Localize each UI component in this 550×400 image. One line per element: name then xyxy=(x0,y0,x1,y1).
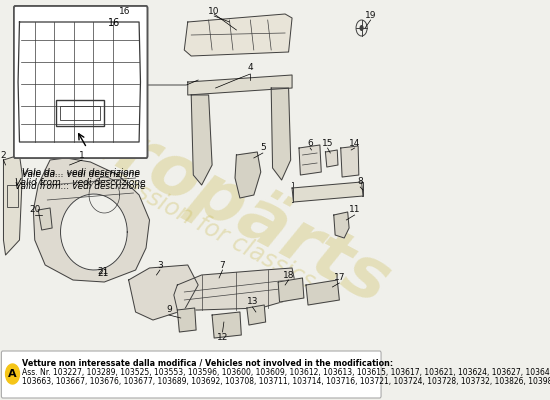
Polygon shape xyxy=(247,305,266,325)
Circle shape xyxy=(360,25,364,31)
Text: 3: 3 xyxy=(157,260,163,270)
Polygon shape xyxy=(292,182,363,202)
Text: Vetture non interessate dalla modifica / Vehicles not involved in the modificati: Vetture non interessate dalla modifica /… xyxy=(22,358,393,367)
Polygon shape xyxy=(271,88,290,180)
Text: Vale da... vedi descrizione: Vale da... vedi descrizione xyxy=(21,168,140,177)
Text: 4: 4 xyxy=(248,64,253,72)
Polygon shape xyxy=(278,278,304,302)
Text: 17: 17 xyxy=(334,274,345,282)
Text: 16: 16 xyxy=(103,22,115,32)
Text: 10: 10 xyxy=(208,6,220,16)
Polygon shape xyxy=(174,268,295,310)
Bar xyxy=(66,108,97,122)
Text: 16: 16 xyxy=(119,6,131,16)
Polygon shape xyxy=(177,308,196,332)
FancyBboxPatch shape xyxy=(14,6,147,158)
Bar xyxy=(60,106,100,120)
Text: 13: 13 xyxy=(246,298,258,306)
Text: 2: 2 xyxy=(1,150,6,160)
FancyBboxPatch shape xyxy=(14,6,147,158)
Polygon shape xyxy=(235,152,261,198)
Polygon shape xyxy=(39,208,52,230)
Text: 103663, 103667, 103676, 103677, 103689, 103692, 103708, 103711, 103714, 103716, : 103663, 103667, 103676, 103677, 103689, … xyxy=(22,377,550,386)
Polygon shape xyxy=(299,145,321,175)
Text: 11: 11 xyxy=(349,206,360,214)
Text: 12: 12 xyxy=(217,332,228,342)
Text: A: A xyxy=(8,369,17,379)
Polygon shape xyxy=(188,75,292,95)
Text: 9: 9 xyxy=(166,306,172,314)
Text: 15: 15 xyxy=(322,138,333,148)
Polygon shape xyxy=(326,150,338,167)
Polygon shape xyxy=(212,312,241,338)
Text: 21: 21 xyxy=(97,268,108,278)
Polygon shape xyxy=(129,265,198,320)
Text: 16: 16 xyxy=(108,18,120,28)
Text: 20: 20 xyxy=(29,206,41,214)
Text: 6: 6 xyxy=(307,138,313,148)
Text: 7: 7 xyxy=(219,260,226,270)
Circle shape xyxy=(6,364,19,384)
Polygon shape xyxy=(34,158,150,282)
Polygon shape xyxy=(334,212,349,238)
Polygon shape xyxy=(341,146,359,177)
Bar xyxy=(7,185,18,207)
Text: 21: 21 xyxy=(97,268,108,276)
Text: 14: 14 xyxy=(349,138,360,148)
Polygon shape xyxy=(184,14,292,56)
Polygon shape xyxy=(191,95,212,185)
Text: Valid from... vedi descrizione: Valid from... vedi descrizione xyxy=(15,178,146,187)
Bar xyxy=(56,100,104,126)
Text: europärts: europärts xyxy=(16,70,401,320)
Bar xyxy=(63,105,101,125)
Text: 18: 18 xyxy=(283,270,294,280)
Text: Valid from... vedi descrizione: Valid from... vedi descrizione xyxy=(15,182,146,191)
Text: Ass. Nr. 103227, 103289, 103525, 103553, 103596, 103600, 103609, 103612, 103613,: Ass. Nr. 103227, 103289, 103525, 103553,… xyxy=(22,368,550,377)
FancyBboxPatch shape xyxy=(2,351,381,398)
Text: 19: 19 xyxy=(365,10,376,20)
Text: 1: 1 xyxy=(79,150,85,160)
Polygon shape xyxy=(3,155,22,255)
Text: passion for classics: passion for classics xyxy=(106,166,318,294)
Polygon shape xyxy=(60,194,127,270)
Text: Vale da... vedi descrizione: Vale da... vedi descrizione xyxy=(21,170,140,179)
Polygon shape xyxy=(306,280,339,305)
Text: 5: 5 xyxy=(260,144,266,152)
Text: 8: 8 xyxy=(358,178,363,186)
